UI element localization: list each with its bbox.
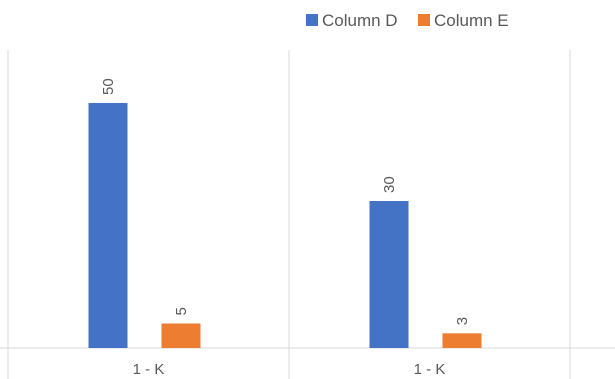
legend-label-column-d: Column D xyxy=(322,11,398,30)
bars-layer xyxy=(88,103,482,348)
data-label: 50 xyxy=(100,78,117,95)
bar-column-e-2 xyxy=(442,333,482,348)
data-label: 3 xyxy=(454,317,471,325)
legend: Column D Column E xyxy=(306,11,509,30)
data-labels-layer: 50 5 30 3 xyxy=(100,78,471,325)
tick-labels-layer: 1 - K 1 - K xyxy=(133,361,446,378)
x-tick-label: 1 - K xyxy=(133,361,165,378)
legend-swatch-column-e xyxy=(418,14,430,26)
legend-label-column-e: Column E xyxy=(434,11,509,30)
data-label: 5 xyxy=(173,307,190,315)
bar-column-d-1 xyxy=(88,103,128,348)
legend-swatch-column-d xyxy=(306,14,318,26)
x-tick-label: 1 - K xyxy=(414,361,446,378)
data-label: 30 xyxy=(381,176,398,193)
bar-column-d-2 xyxy=(369,201,409,348)
bar-column-e-1 xyxy=(161,323,201,348)
